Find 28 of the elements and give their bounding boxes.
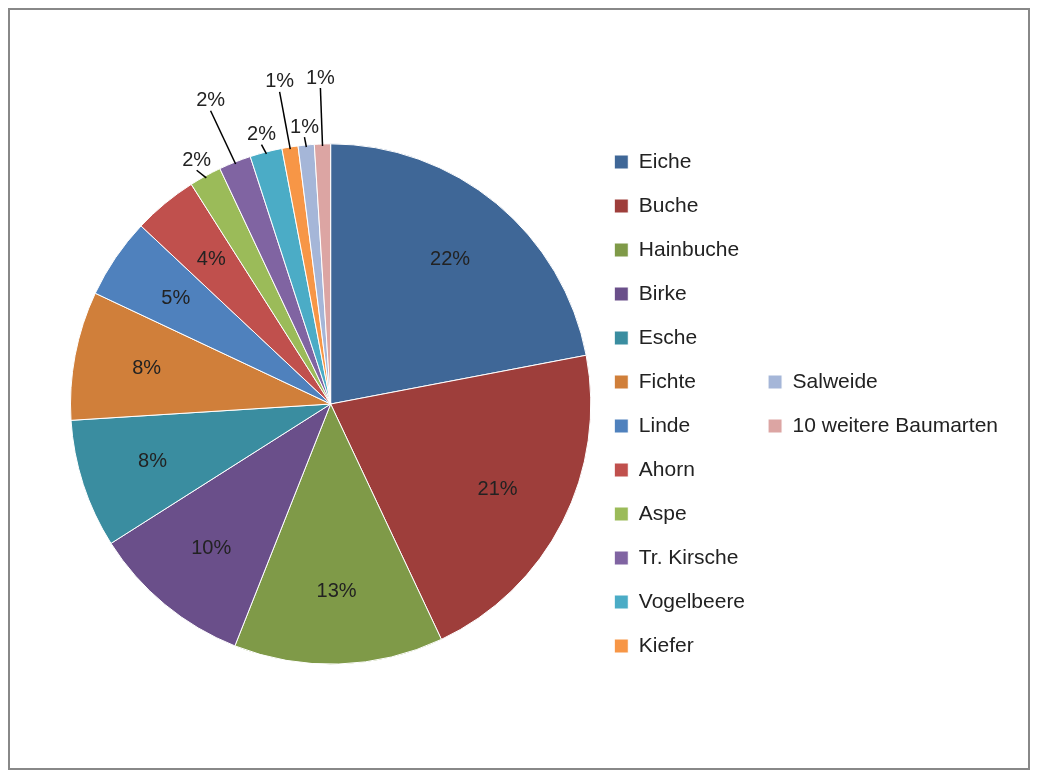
legend-label: Linde [638,412,691,436]
legend-label: Aspe [638,500,687,524]
data-label: 2% [196,88,226,111]
legend-label: Tr. Kirsche [638,544,739,568]
legend-label: 10 weitere Baumarten [792,412,999,436]
legend-label: Esche [638,324,698,348]
legend-label: Fichte [638,368,696,392]
legend-label: Hainbuche [638,236,740,260]
legend-label: Vogelbeere [638,588,746,612]
data-label: 1% [265,69,295,92]
data-label: 5% [161,286,191,309]
legend-label: Buche [638,192,699,216]
data-label: 4% [196,247,226,270]
data-label: 1% [305,65,336,88]
data-label: 21% [477,476,518,499]
data-label: 1% [290,114,320,137]
data-label: 8% [138,449,168,472]
data-label: 10% [191,535,232,558]
legend-label: Birke [638,280,687,304]
legend-label: Eiche [638,148,692,172]
legend-label: Ahorn [638,456,695,480]
data-label: 2% [247,122,277,145]
data-label: 2% [182,147,212,170]
data-label: 8% [132,356,162,379]
legend-label: Kiefer [638,632,694,656]
data-label: 22% [430,247,471,270]
data-label: 13% [316,578,357,601]
legend-label: Salweide [792,368,878,392]
